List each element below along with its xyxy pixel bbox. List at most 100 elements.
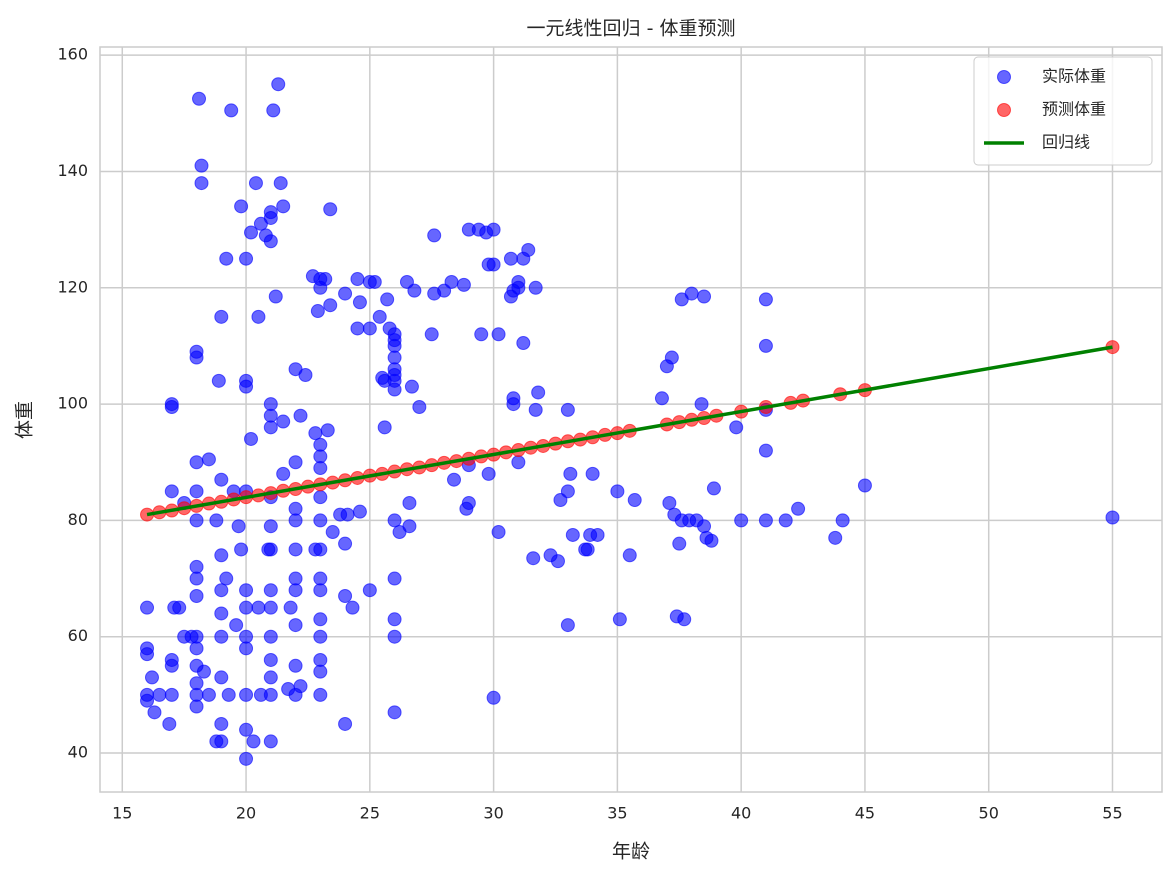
- scatter-point: [424, 327, 439, 342]
- scatter-point: [288, 658, 303, 673]
- scatter-point: [481, 466, 496, 481]
- legend-label: 实际体重: [1042, 67, 1106, 86]
- scatter-point: [526, 551, 541, 566]
- x-tick-label: 45: [855, 804, 875, 823]
- scatter-point: [387, 629, 402, 644]
- scatter-point: [273, 176, 288, 191]
- scatter-point: [189, 455, 204, 470]
- scatter-point: [474, 327, 489, 342]
- scatter-point: [350, 272, 365, 287]
- scatter-point: [152, 687, 167, 702]
- scatter-point: [288, 542, 303, 557]
- y-tick-label: 60: [68, 626, 88, 645]
- scatter-point: [677, 612, 692, 627]
- scatter-point: [288, 513, 303, 528]
- scatter-point: [580, 542, 595, 557]
- scatter-point: [404, 379, 419, 394]
- legend-box: [973, 56, 1153, 166]
- scatter-point: [147, 705, 162, 720]
- scatter-point: [313, 490, 328, 505]
- scatter-point: [560, 402, 575, 417]
- scatter-point: [214, 583, 229, 598]
- scatter-point: [350, 321, 365, 336]
- scatter-point: [263, 397, 278, 412]
- y-tick-label: 160: [57, 45, 88, 64]
- scatter-point: [377, 420, 392, 435]
- scatter-point: [560, 618, 575, 633]
- legend-label: 回归线: [1042, 133, 1090, 152]
- scatter-point: [221, 687, 236, 702]
- scatter-point: [239, 751, 254, 766]
- y-tick-label: 140: [57, 161, 88, 180]
- x-tick-label: 30: [483, 804, 503, 823]
- scatter-point: [239, 722, 254, 737]
- scatter-point: [219, 251, 234, 266]
- scatter-point: [201, 452, 216, 467]
- scatter-point: [323, 298, 338, 313]
- scatter-point: [402, 519, 417, 534]
- scatter-point: [263, 234, 278, 249]
- scatter-point: [627, 493, 642, 508]
- scatter-point: [491, 525, 506, 540]
- scatter-point: [229, 618, 244, 633]
- y-tick-label: 120: [57, 277, 88, 296]
- scatter-point: [140, 693, 155, 708]
- scatter-point: [239, 641, 254, 656]
- plot-frame: [99, 46, 1163, 793]
- scatter-point: [263, 420, 278, 435]
- scatter-point: [276, 466, 291, 481]
- scatter-point: [266, 103, 281, 118]
- scatter-point: [313, 461, 328, 476]
- scatter-point: [196, 664, 211, 679]
- scatter-point: [263, 734, 278, 749]
- scatter-point: [791, 501, 806, 516]
- scatter-point: [201, 687, 216, 702]
- scatter-point: [172, 600, 187, 615]
- x-tick-label: 55: [1102, 804, 1122, 823]
- scatter-point: [352, 295, 367, 310]
- scatter-point: [164, 399, 179, 414]
- scatter-point: [263, 408, 278, 423]
- scatter-point: [511, 455, 526, 470]
- scatter-point: [263, 210, 278, 225]
- scatter-point: [144, 670, 159, 685]
- regression-line: [146, 345, 1113, 517]
- scatter-point: [654, 391, 669, 406]
- scatter-point: [189, 699, 204, 714]
- scatter-point: [268, 289, 283, 304]
- scatter-point: [246, 734, 261, 749]
- scatter-point: [402, 495, 417, 510]
- scatter-point: [288, 583, 303, 598]
- scatter-point: [263, 670, 278, 685]
- scatter-point: [214, 734, 229, 749]
- chart-title: 一元线性回归 - 体重预测: [527, 18, 736, 40]
- scatter-point: [276, 199, 291, 214]
- scatter-point: [234, 542, 249, 557]
- scatter-point: [189, 687, 204, 702]
- scatter-point: [189, 559, 204, 574]
- scatter-point: [412, 399, 427, 414]
- scatter-point: [612, 612, 627, 627]
- scatter-point: [313, 612, 328, 627]
- scatter-point: [310, 304, 325, 319]
- scatter-point: [318, 272, 333, 287]
- scatter-point: [162, 716, 177, 731]
- scatter-point: [387, 382, 402, 397]
- scatter-point: [340, 507, 355, 522]
- scatter-point: [263, 687, 278, 702]
- scatter-point: [516, 336, 531, 351]
- y-tick-label: 100: [57, 394, 88, 413]
- scatter-point: [362, 321, 377, 336]
- scatter-point: [263, 542, 278, 557]
- scatter-point: [224, 103, 239, 118]
- scatter-point: [511, 280, 526, 295]
- scatter-point: [758, 292, 773, 307]
- scatter-point: [491, 327, 506, 342]
- scatter-point: [209, 513, 224, 528]
- scatter-point: [662, 495, 677, 510]
- scatter-point: [313, 629, 328, 644]
- legend-swatch: [997, 70, 1011, 84]
- scatter-point: [565, 527, 580, 542]
- scatter-point: [387, 571, 402, 586]
- scatter-point: [189, 676, 204, 691]
